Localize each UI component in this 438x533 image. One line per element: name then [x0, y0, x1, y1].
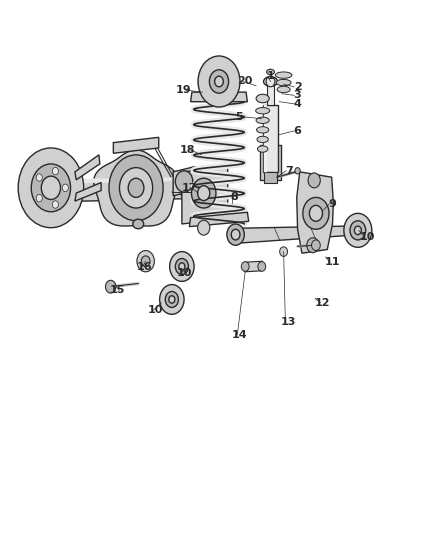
Ellipse shape: [276, 72, 292, 78]
Text: 6: 6: [293, 126, 301, 136]
Polygon shape: [38, 177, 219, 202]
Text: 13: 13: [280, 317, 296, 327]
Polygon shape: [113, 138, 159, 154]
Circle shape: [266, 76, 275, 87]
Circle shape: [170, 252, 194, 281]
Ellipse shape: [295, 167, 300, 174]
Text: 11: 11: [325, 257, 340, 267]
Text: 12: 12: [315, 297, 331, 308]
Text: 3: 3: [294, 90, 301, 100]
Polygon shape: [182, 167, 228, 224]
Circle shape: [354, 226, 361, 235]
Circle shape: [18, 148, 84, 228]
Circle shape: [231, 229, 240, 240]
Text: 10: 10: [148, 305, 163, 315]
Circle shape: [198, 220, 210, 235]
Polygon shape: [265, 172, 277, 182]
Ellipse shape: [256, 108, 270, 114]
Circle shape: [36, 195, 42, 202]
Circle shape: [215, 76, 223, 87]
Circle shape: [175, 259, 188, 274]
Polygon shape: [239, 226, 358, 243]
Text: 1: 1: [267, 71, 274, 81]
Ellipse shape: [264, 77, 278, 86]
Text: 10: 10: [177, 268, 192, 278]
Circle shape: [307, 238, 319, 253]
Polygon shape: [189, 212, 249, 227]
Ellipse shape: [133, 219, 144, 229]
Polygon shape: [173, 166, 195, 196]
Text: 20: 20: [237, 77, 253, 86]
Ellipse shape: [276, 79, 291, 86]
Polygon shape: [263, 106, 279, 172]
Polygon shape: [191, 92, 247, 102]
Ellipse shape: [267, 69, 275, 75]
Circle shape: [109, 155, 163, 221]
Circle shape: [141, 256, 150, 266]
Ellipse shape: [277, 86, 290, 93]
Polygon shape: [94, 150, 178, 226]
Circle shape: [209, 70, 229, 93]
Polygon shape: [75, 155, 100, 180]
Circle shape: [309, 205, 322, 221]
Text: 2: 2: [294, 82, 301, 92]
Circle shape: [120, 167, 152, 208]
Circle shape: [198, 185, 210, 200]
Circle shape: [311, 240, 320, 251]
Polygon shape: [244, 261, 263, 272]
Circle shape: [169, 296, 175, 303]
Polygon shape: [38, 176, 219, 184]
Polygon shape: [75, 182, 101, 201]
Ellipse shape: [257, 127, 269, 133]
Circle shape: [52, 167, 58, 175]
Circle shape: [198, 56, 240, 107]
Text: 18: 18: [180, 144, 195, 155]
Text: 17: 17: [182, 183, 197, 193]
Circle shape: [280, 247, 288, 256]
Text: 16: 16: [137, 262, 152, 271]
Text: 8: 8: [230, 192, 238, 203]
Circle shape: [62, 184, 68, 191]
Circle shape: [175, 171, 193, 192]
Ellipse shape: [256, 94, 269, 103]
Circle shape: [159, 285, 184, 314]
Text: 10: 10: [360, 232, 375, 243]
Text: 5: 5: [235, 111, 243, 122]
Circle shape: [241, 262, 249, 271]
Polygon shape: [268, 84, 274, 106]
Ellipse shape: [256, 117, 269, 124]
Circle shape: [31, 164, 71, 212]
Circle shape: [106, 280, 116, 293]
Ellipse shape: [258, 146, 268, 152]
Circle shape: [41, 176, 60, 199]
Circle shape: [308, 173, 320, 188]
Polygon shape: [265, 106, 267, 172]
Text: 15: 15: [110, 286, 125, 295]
Text: 4: 4: [293, 99, 301, 109]
Circle shape: [303, 197, 329, 229]
Circle shape: [137, 251, 154, 272]
Circle shape: [227, 224, 244, 245]
Polygon shape: [297, 172, 333, 253]
Text: 14: 14: [232, 329, 248, 340]
Circle shape: [36, 174, 42, 181]
Circle shape: [179, 263, 185, 270]
Circle shape: [165, 292, 178, 308]
Circle shape: [350, 221, 366, 240]
Text: 7: 7: [285, 166, 293, 176]
Circle shape: [258, 262, 266, 271]
Circle shape: [128, 178, 144, 197]
Text: 19: 19: [175, 85, 191, 95]
Circle shape: [52, 201, 58, 208]
Circle shape: [191, 178, 216, 208]
Circle shape: [344, 213, 372, 247]
Ellipse shape: [257, 136, 268, 143]
Polygon shape: [260, 146, 281, 180]
Text: 9: 9: [328, 199, 336, 209]
